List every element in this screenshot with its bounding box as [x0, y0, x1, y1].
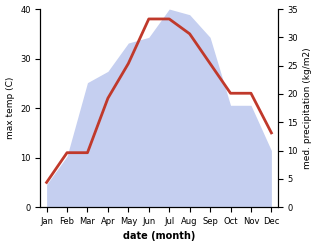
Y-axis label: max temp (C): max temp (C): [5, 77, 15, 139]
X-axis label: date (month): date (month): [123, 231, 195, 242]
Y-axis label: med. precipitation (kg/m2): med. precipitation (kg/m2): [303, 47, 313, 169]
